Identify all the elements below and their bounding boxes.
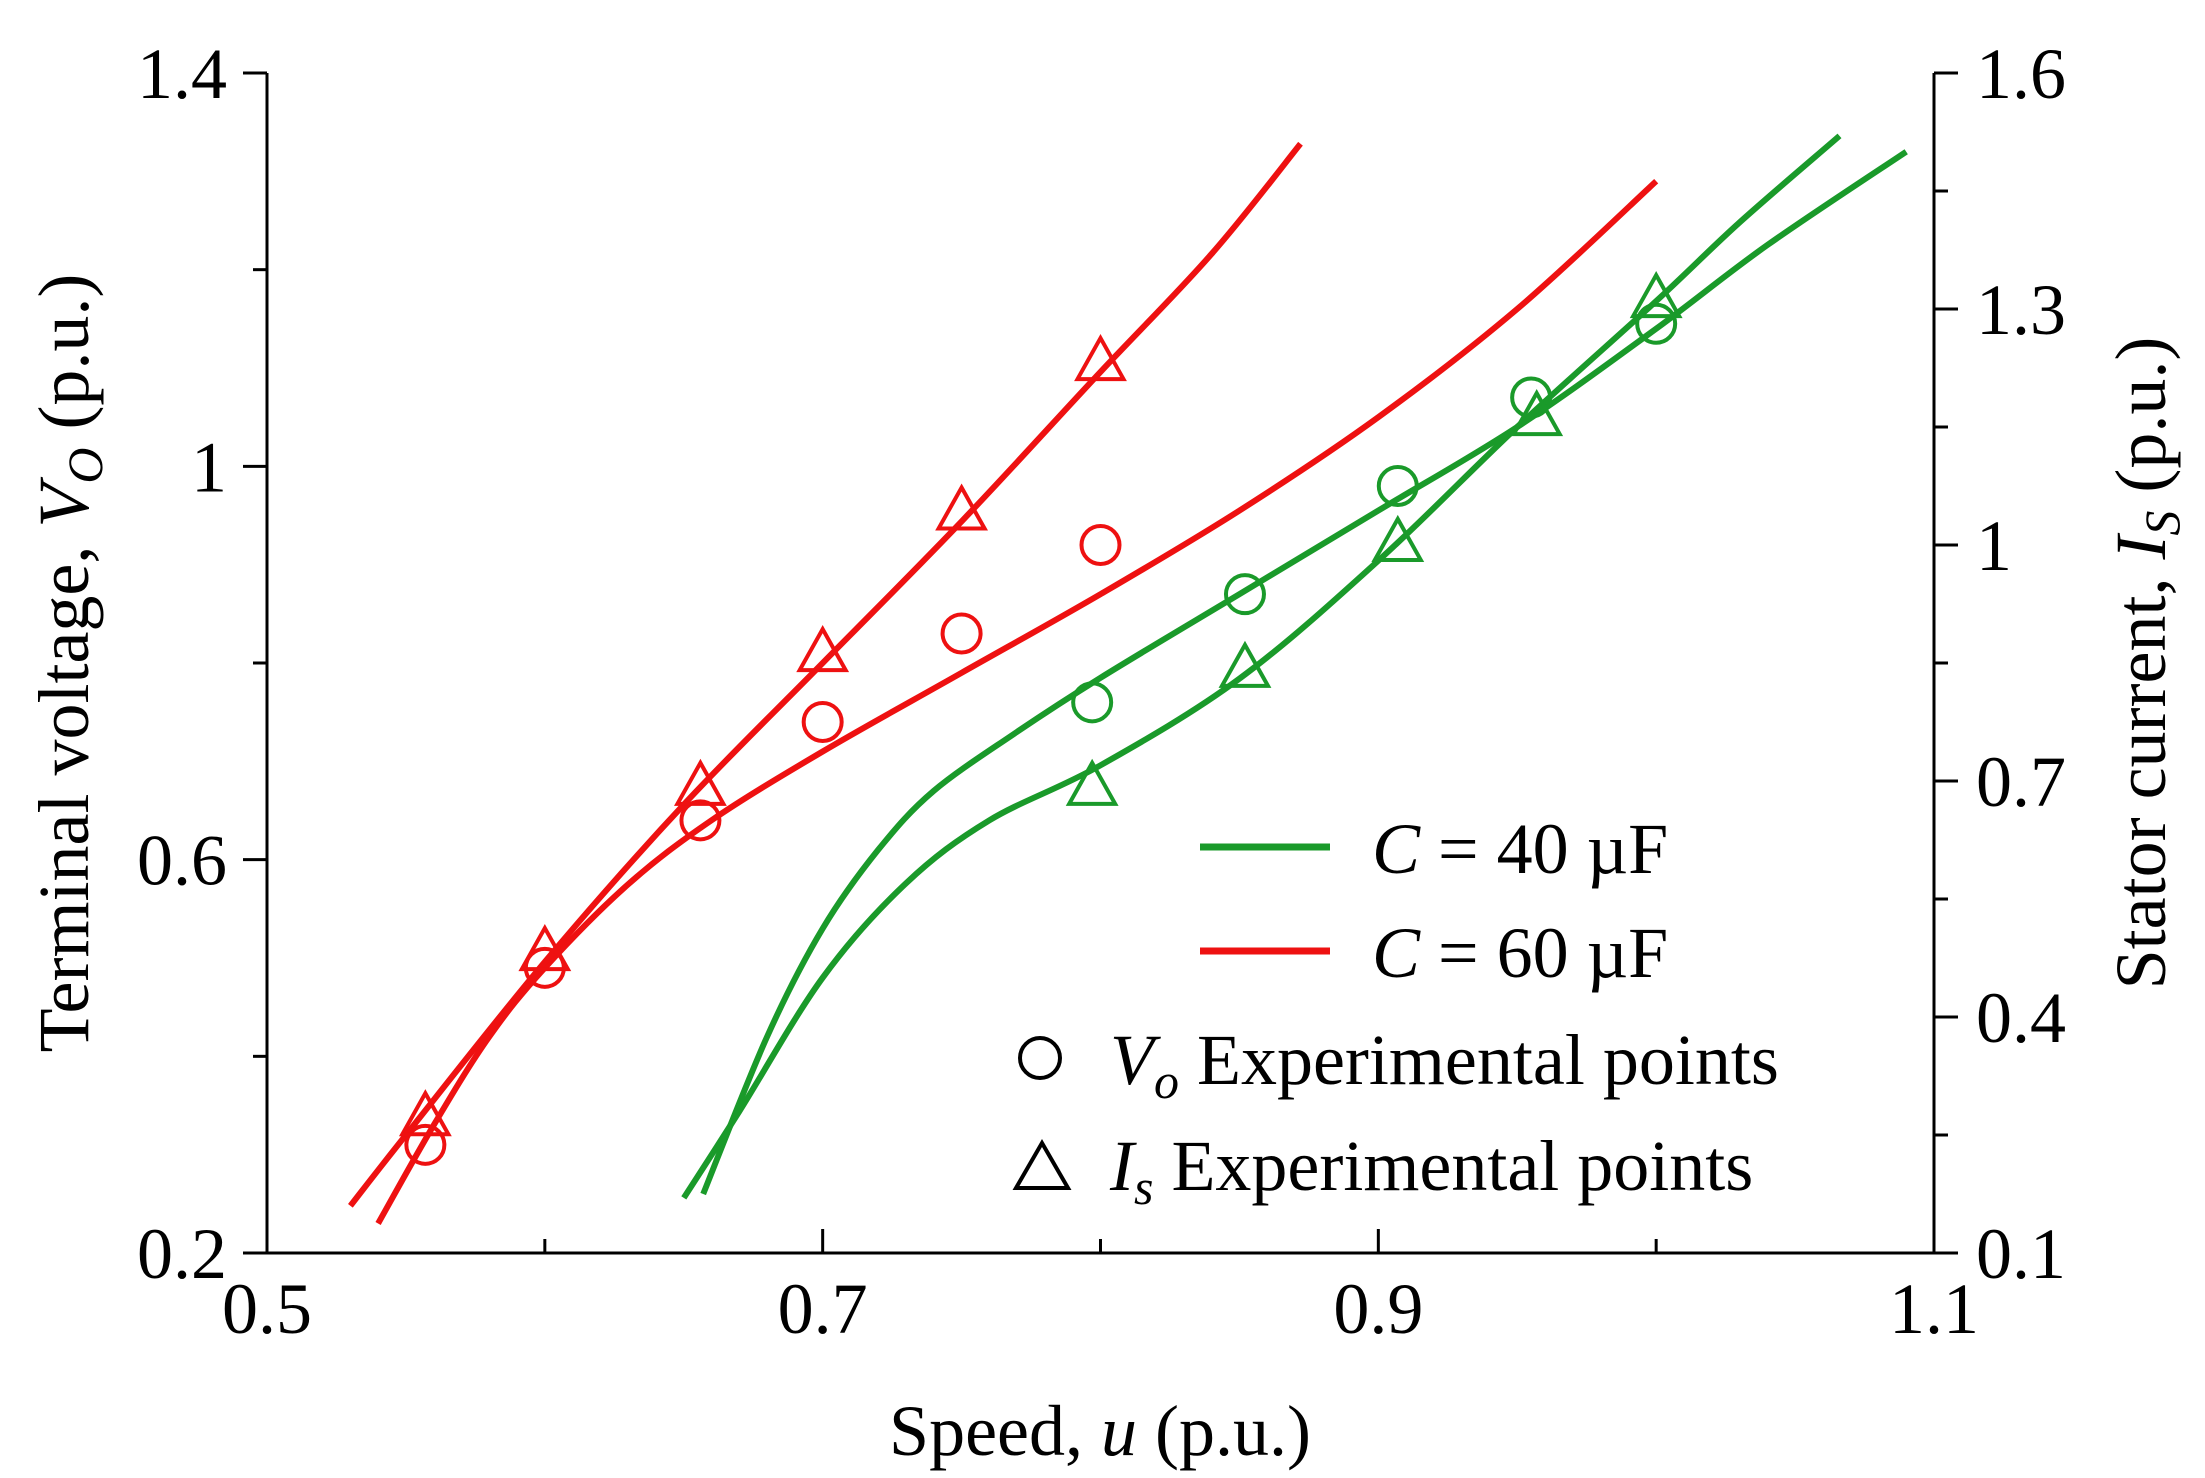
left-y-tick-label: 1 [191, 427, 227, 507]
vo-experimental-point [679, 799, 722, 842]
right-y-axis-title: Stator current, IS (p.u.) [2101, 337, 2190, 990]
x-tick-label: 0.7 [778, 1269, 868, 1349]
vo-experimental-point [1071, 681, 1114, 724]
vo-experimental-point [1079, 524, 1122, 566]
is-experimental-point [518, 923, 572, 972]
is-experimental-point [1074, 333, 1127, 382]
left-y-tick-label: 0.2 [137, 1214, 227, 1294]
legend-label-is-experimental: Is Experimental points [1109, 1126, 1753, 1215]
left-y-axis-title: Terminal voltage, VO (p.u.) [24, 274, 113, 1053]
is-experimental-point [674, 758, 727, 806]
series-line-3 [348, 141, 1303, 1208]
right-y-tick-label: 0.4 [1976, 978, 2066, 1058]
legend-label-60uf: C = 60 µF [1372, 913, 1668, 993]
legend-label-vo-experimental: Vo Experimental points [1110, 1020, 1779, 1109]
is-experimental-point [398, 1089, 452, 1137]
right-y-tick-label: 1.3 [1976, 270, 2066, 350]
vo-experimental-point [1510, 376, 1553, 419]
series-layer [348, 133, 1908, 1225]
axis-ticks: 0.5 0.7 0.9 1.1 0.2 0.6 1 1.4 0.1 0.4 0.7 1 1.3 1.6 [137, 34, 2066, 1349]
vo-experimental-point [940, 612, 983, 655]
vo-experimental-point [1376, 465, 1419, 507]
legend-label-40uf: C = 40 µF [1372, 809, 1668, 889]
x-tick-label: 1.1 [1889, 1269, 1979, 1349]
vo-experimental-point [801, 701, 844, 743]
x-tick-label: 0.5 [222, 1269, 312, 1349]
left-y-tick-label: 0.6 [137, 821, 227, 901]
right-y-tick-label: 1 [1976, 506, 2012, 586]
legend-triangle-marker-icon [1012, 1139, 1072, 1190]
is-experimental-point [1629, 271, 1683, 319]
is-experimental-point [1065, 758, 1119, 806]
right-y-tick-label: 0.1 [1976, 1214, 2066, 1294]
is-experimental-point [1218, 640, 1272, 688]
vo-experimental-point [1635, 302, 1678, 345]
vo-experimental-point [404, 1123, 447, 1166]
legend: C = 40 µF C = 60 µF Vo Experimental poin… [1012, 809, 1779, 1215]
is-experimental-point [935, 483, 988, 531]
right-y-tick-label: 0.7 [1976, 742, 2066, 822]
series-line-1 [681, 133, 1842, 1200]
right-y-tick-label: 1.6 [1976, 34, 2066, 114]
x-axis-title: Speed, u (p.u.) [889, 1391, 1311, 1471]
legend-circle-marker-icon [1018, 1036, 1062, 1080]
marker-layer [398, 271, 1683, 1166]
is-experimental-point [1371, 514, 1425, 562]
is-experimental-point [796, 625, 850, 673]
x-tick-label: 0.9 [1333, 1269, 1423, 1349]
left-y-tick-label: 1.4 [137, 34, 227, 114]
is-experimental-point [1510, 389, 1564, 437]
series-line-0 [700, 149, 1908, 1196]
vo-experimental-point [1223, 573, 1266, 616]
series-line-2 [375, 178, 1659, 1225]
